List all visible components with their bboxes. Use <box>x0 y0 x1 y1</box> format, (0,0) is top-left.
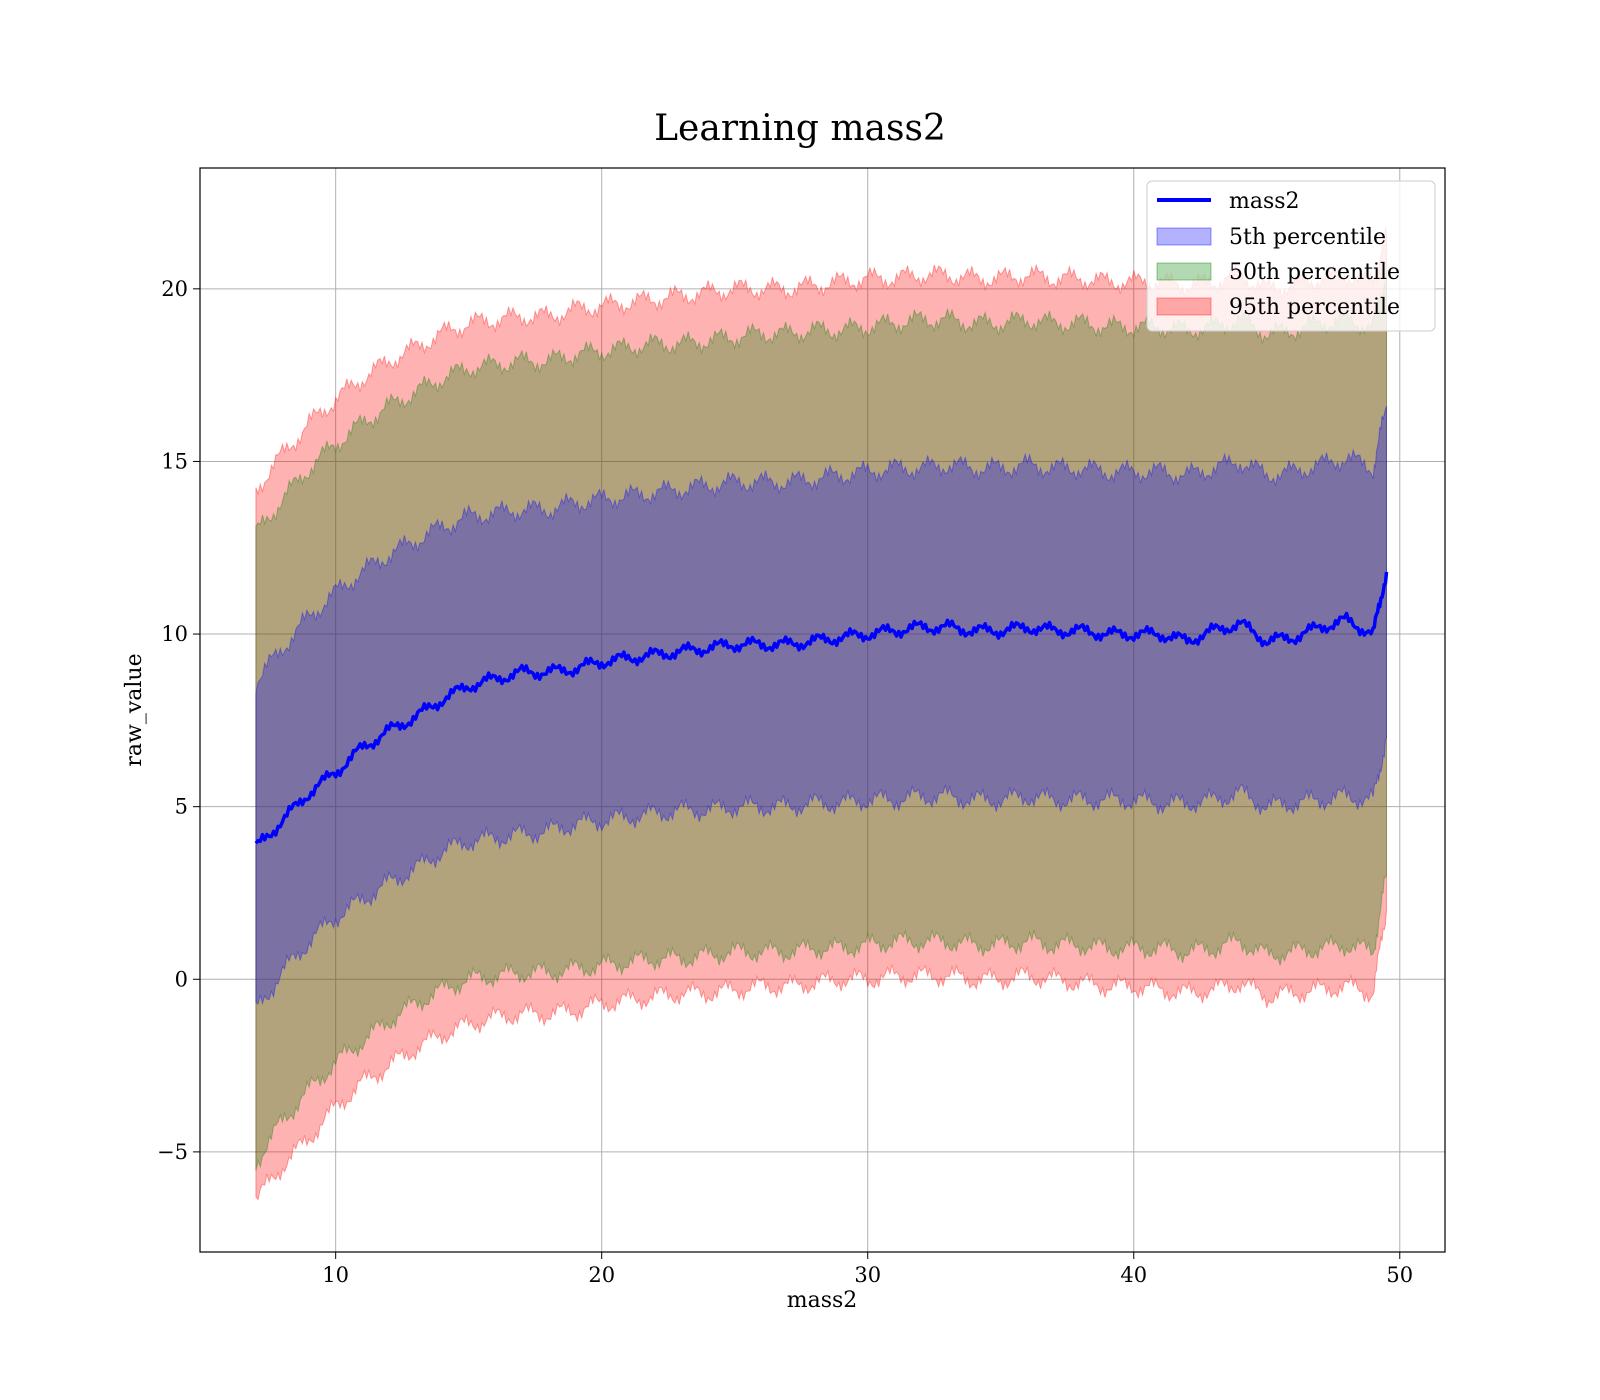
legend-swatch-5th <box>1156 227 1212 246</box>
percentile-bands <box>255 226 1387 1201</box>
series-lines <box>254 571 1389 845</box>
x-tick-label: 50 <box>1386 1263 1413 1287</box>
y-axis-label: raw_value <box>122 653 147 766</box>
axis-ticks: 10 20 30 40 50 −5 0 5 10 15 20 <box>157 277 1413 1287</box>
x-tick-label: 10 <box>322 1263 349 1287</box>
x-tick-label: 30 <box>854 1263 881 1287</box>
legend-swatch-50th <box>1156 262 1212 281</box>
x-tick-label: 20 <box>588 1263 615 1287</box>
legend-label: 5th percentile <box>1229 225 1386 250</box>
band-50th-percentile <box>255 271 1387 1171</box>
line-mass2 <box>254 571 1389 845</box>
plot-frame <box>199 167 1446 1253</box>
y-tick-label: 5 <box>175 795 188 819</box>
legend-box <box>1146 180 1436 332</box>
band-95th-percentile <box>255 226 1387 1201</box>
legend-label: 50th percentile <box>1229 260 1400 285</box>
y-tick-label: 15 <box>161 449 188 473</box>
chart-title: Learning mass2 <box>654 108 946 149</box>
legend-label: mass2 <box>1229 189 1300 214</box>
y-tick-label: −5 <box>157 1140 188 1164</box>
legend: mass2 5th percentile 50th percentile 95t… <box>1146 180 1436 332</box>
y-tick-label: 20 <box>161 277 188 301</box>
legend-swatch-95th <box>1156 297 1212 316</box>
y-tick-label: 10 <box>161 622 188 646</box>
legend-label: 95th percentile <box>1229 295 1400 320</box>
band-5th-percentile <box>255 406 1387 1006</box>
x-tick-label: 40 <box>1120 1263 1147 1287</box>
x-axis-label: mass2 <box>787 1288 858 1313</box>
y-tick-label: 0 <box>175 967 188 991</box>
